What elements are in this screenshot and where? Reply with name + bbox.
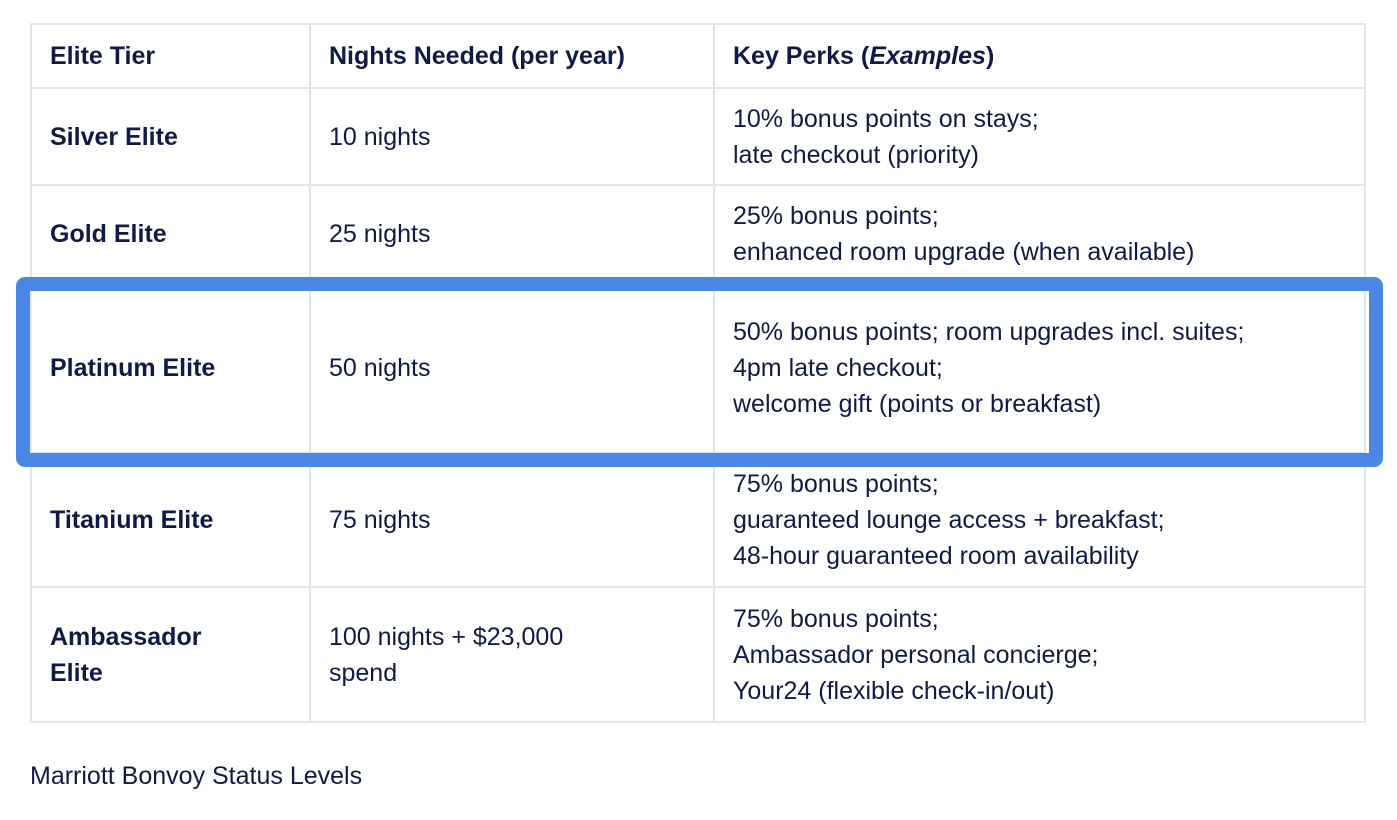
header-perks-italic: Examples bbox=[869, 42, 986, 70]
perk-line: 10% bonus points on stays; bbox=[733, 104, 1039, 133]
table-row-highlighted: Platinum Elite 50 nights 50% bonus point… bbox=[30, 282, 1366, 454]
header-tier: Elite Tier bbox=[30, 23, 311, 89]
table-row: Gold Elite 25 nights 25% bonus points; en… bbox=[30, 184, 1366, 284]
elite-tier-table: Elite Tier Nights Needed (per year) Key … bbox=[30, 23, 1366, 723]
table-row: Titanium Elite 75 nights 75% bonus point… bbox=[30, 452, 1366, 588]
perk-line: guaranteed lounge access + breakfast; bbox=[733, 506, 1165, 534]
nights-cell: 75 nights bbox=[309, 452, 715, 588]
header-nights: Nights Needed (per year) bbox=[309, 23, 715, 89]
table-row: Silver Elite 10 nights 10% bonus points … bbox=[30, 87, 1366, 186]
perks-cell: 75% bonus points; Ambassador personal con… bbox=[713, 586, 1366, 723]
perk-line: Your24 (flexible check-in/out) bbox=[733, 676, 1055, 705]
perk-line: 75% bonus points; bbox=[733, 604, 939, 633]
tier-cell: Ambassador Elite bbox=[30, 586, 311, 723]
tier-cell: Titanium Elite bbox=[30, 452, 311, 588]
tier-cell: Silver Elite bbox=[30, 87, 311, 186]
perks-cell: 50% bonus points; room upgrades incl. su… bbox=[713, 282, 1366, 454]
header-perks-prefix: Key Perks ( bbox=[733, 42, 870, 70]
tier-cell: Platinum Elite bbox=[30, 282, 311, 454]
table-caption: Marriott Bonvoy Status Levels bbox=[30, 762, 363, 790]
perk-line: late checkout (priority) bbox=[733, 140, 979, 169]
perks-cell: 75% bonus points; guaranteed lounge acces… bbox=[713, 452, 1366, 588]
table-row: Ambassador Elite 100 nights + $23,000 sp… bbox=[30, 586, 1366, 723]
header-perks: Key Perks (Examples) bbox=[713, 23, 1366, 89]
perk-line: 48-hour guaranteed room availability bbox=[733, 542, 1139, 570]
perk-line: 4pm late checkout; bbox=[733, 354, 943, 382]
perk-line: welcome gift (points or breakfast) bbox=[733, 390, 1102, 418]
perks-cell: 25% bonus points; enhanced room upgrade (… bbox=[713, 184, 1366, 284]
perk-line: 75% bonus points; bbox=[733, 470, 939, 498]
tier-cell: Gold Elite bbox=[30, 184, 311, 284]
perks-cell: 10% bonus points on stays; late checkout … bbox=[713, 87, 1366, 186]
header-perks-suffix: ) bbox=[985, 42, 995, 70]
perk-line: Ambassador personal concierge; bbox=[733, 640, 1099, 669]
nights-cell: 100 nights + $23,000 spend bbox=[309, 586, 715, 723]
table-header-row: Elite Tier Nights Needed (per year) Key … bbox=[30, 23, 1366, 89]
perk-line: 50% bonus points; room upgrades incl. su… bbox=[733, 318, 1245, 346]
perk-line: enhanced room upgrade (when available) bbox=[733, 238, 1195, 266]
nights-cell: 25 nights bbox=[309, 184, 715, 284]
nights-cell: 10 nights bbox=[309, 87, 715, 186]
nights-cell: 50 nights bbox=[309, 282, 715, 454]
perk-line: 25% bonus points; bbox=[733, 202, 939, 230]
